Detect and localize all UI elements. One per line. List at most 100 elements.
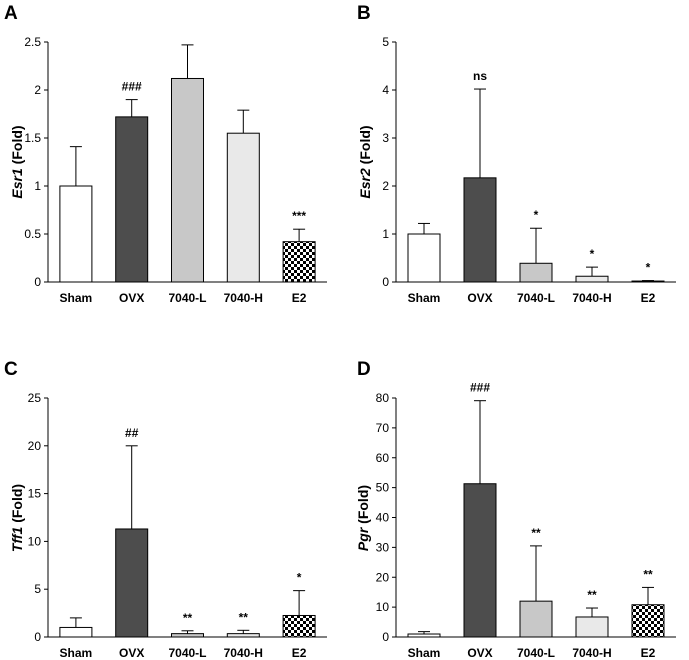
- bar-sham: [59, 626, 93, 638]
- x-category-label: Sham: [60, 646, 93, 660]
- y-axis-title: Pgr (Fold): [355, 485, 371, 551]
- x-category-label: OVX: [119, 646, 144, 660]
- significance-label: **: [643, 567, 653, 581]
- y-axis-title-unit: (Fold): [357, 125, 373, 168]
- bar-sham: [407, 233, 441, 283]
- significance-label: *: [297, 571, 302, 585]
- y-axis-title: Esr1 (Fold): [9, 125, 25, 198]
- y-tick-label: 40: [376, 511, 390, 525]
- x-category-label: E2: [292, 291, 307, 305]
- x-category-label: 7040-H: [224, 291, 263, 305]
- y-tick-label: 10: [376, 600, 390, 614]
- bar-7040-h: [575, 616, 609, 638]
- y-tick-label: 5: [382, 35, 389, 49]
- x-category-label: E2: [641, 291, 656, 305]
- panel-letter-c: C: [4, 359, 18, 380]
- chart-panel-d: 0 10 20 30 40 50 60 70 80 Pgr (Fold) Sham ### OVX ** 7…: [355, 381, 676, 660]
- x-category-label: 7040-H: [572, 646, 611, 660]
- bar-7040-l: [519, 600, 553, 638]
- x-category-label: Sham: [60, 291, 93, 305]
- bar-7040-l: [171, 77, 204, 283]
- y-tick-label: 1.5: [24, 131, 41, 145]
- x-category-label: E2: [641, 646, 656, 660]
- y-tick-label: 2: [34, 83, 41, 97]
- y-tick-label: 2: [382, 179, 389, 193]
- y-tick-label: 0: [34, 275, 41, 289]
- y-tick-label: 20: [28, 439, 42, 453]
- y-tick-label: 1: [34, 179, 41, 193]
- significance-label: ***: [292, 209, 306, 223]
- bar-7040-l: [171, 633, 204, 638]
- x-category-label: 7040-L: [517, 646, 555, 660]
- x-category-label: E2: [292, 646, 307, 660]
- significance-label: *: [534, 208, 539, 222]
- bar-ovx: [115, 528, 149, 638]
- y-axis-title: Tff1 (Fold): [9, 484, 25, 552]
- y-tick-label: 10: [28, 534, 42, 548]
- y-axis-title-unit: (Fold): [355, 485, 371, 528]
- x-category-label: OVX: [119, 291, 144, 305]
- bar-7040-h: [226, 633, 260, 638]
- y-tick-label: 0: [382, 630, 389, 644]
- chart-panel-a: 0 0.5 1 1.5 2 2.5 Esr1 (Fold) Sham ### OVX 7040-L 7…: [9, 35, 327, 305]
- bar-e2: [282, 241, 316, 283]
- y-tick-label: 4: [382, 83, 389, 97]
- panel-letter-d: D: [357, 359, 371, 380]
- y-tick-label: 5: [34, 582, 41, 596]
- y-tick-label: 15: [28, 487, 42, 501]
- y-tick-label: 0: [34, 630, 41, 644]
- chart-panel-b: 0 1 2 3 4 5 Esr2 (Fold) Sham ns OVX * 7040-L * 7040-H…: [357, 35, 676, 305]
- y-axis-title-unit: (Fold): [9, 125, 25, 168]
- panel-letter-a: A: [4, 3, 18, 24]
- bar-e2: [631, 280, 665, 283]
- significance-label: ns: [473, 69, 487, 83]
- panel-letter-b: B: [357, 3, 371, 24]
- x-category-label: 7040-L: [517, 291, 555, 305]
- bar-e2: [282, 614, 316, 638]
- bar-ovx: [115, 116, 149, 283]
- significance-label: *: [590, 247, 595, 261]
- y-tick-label: 60: [376, 451, 390, 465]
- x-category-label: OVX: [467, 291, 492, 305]
- y-tick-label: 0.5: [24, 227, 41, 241]
- significance-label: **: [183, 611, 193, 625]
- x-category-label: Sham: [408, 646, 441, 660]
- significance-label: ###: [470, 381, 490, 395]
- significance-label: **: [587, 588, 597, 602]
- significance-label: **: [531, 526, 541, 540]
- significance-label: ###: [122, 80, 142, 94]
- y-tick-label: 0: [382, 275, 389, 289]
- x-category-label: 7040-L: [168, 291, 206, 305]
- y-tick-label: 20: [376, 570, 390, 584]
- y-tick-label: 3: [382, 131, 389, 145]
- y-tick-label: 70: [376, 421, 390, 435]
- bar-e2: [631, 604, 665, 638]
- bar-7040-h: [575, 275, 609, 283]
- y-tick-label: 2.5: [24, 35, 41, 49]
- y-tick-label: 30: [376, 540, 390, 554]
- bar-7040-h: [226, 132, 260, 283]
- x-category-label: Sham: [408, 291, 441, 305]
- y-tick-label: 50: [376, 481, 390, 495]
- x-category-label: 7040-H: [224, 646, 263, 660]
- significance-label: ##: [125, 426, 139, 440]
- significance-label: **: [239, 610, 249, 624]
- y-tick-label: 1: [382, 227, 389, 241]
- significance-label: *: [646, 261, 651, 275]
- y-axis-title: Esr2 (Fold): [357, 125, 373, 198]
- bar-ovx: [463, 483, 497, 638]
- bar-sham: [407, 633, 441, 638]
- y-axis-title-unit: (Fold): [9, 484, 25, 527]
- y-tick-label: 25: [28, 391, 42, 405]
- bar-sham: [59, 185, 93, 283]
- bar-7040-l: [519, 262, 553, 283]
- y-axis-title-gene: Tff1: [9, 526, 25, 552]
- y-axis-title-gene: Esr1: [9, 168, 25, 199]
- x-category-label: 7040-L: [168, 646, 206, 660]
- y-axis-title-gene: Pgr: [355, 526, 371, 551]
- x-category-label: 7040-H: [572, 291, 611, 305]
- y-axis-title-gene: Esr2: [357, 168, 373, 199]
- x-category-label: OVX: [467, 646, 492, 660]
